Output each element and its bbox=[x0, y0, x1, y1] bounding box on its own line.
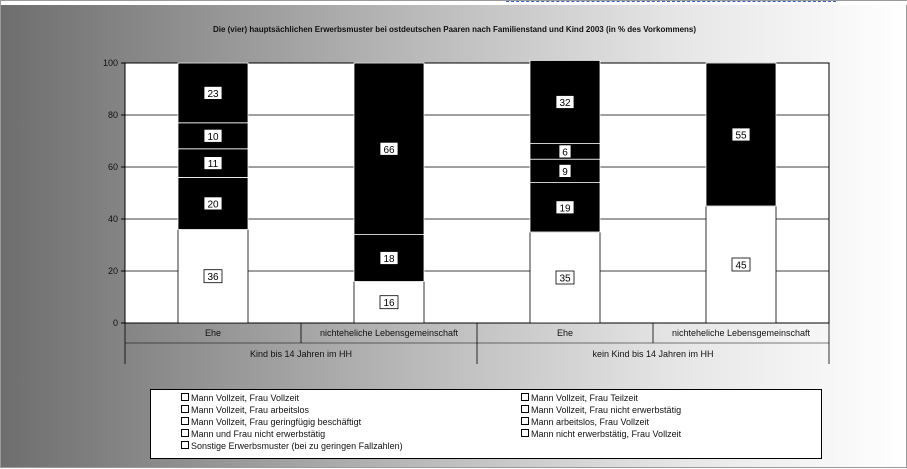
data-label-box bbox=[555, 95, 575, 109]
legend-label: Mann Vollzeit, Frau Vollzeit bbox=[191, 393, 300, 403]
y-tick-label: 60 bbox=[108, 162, 118, 172]
legend-swatch bbox=[521, 417, 529, 425]
y-tick-label: 40 bbox=[108, 214, 118, 224]
data-label-box bbox=[203, 156, 223, 171]
data-label-box bbox=[555, 200, 575, 215]
legend-item: Mann und Frau nicht erwerbstätig bbox=[181, 429, 325, 440]
data-label: 36 bbox=[207, 272, 219, 283]
legend-swatch bbox=[521, 429, 529, 437]
legend-label: Mann und Frau nicht erwerbstätig bbox=[191, 429, 326, 439]
legend-label: Mann arbeitslos, Frau Vollzeit bbox=[531, 417, 650, 427]
legend-swatch bbox=[521, 393, 529, 401]
legend-item: Mann nicht erwerbstätig, Frau Vollzeit bbox=[521, 429, 681, 440]
legend-item: Mann Vollzeit, Frau arbeitslos bbox=[181, 405, 309, 416]
data-label: 23 bbox=[207, 89, 219, 100]
legend-swatch bbox=[181, 429, 189, 437]
category-label: Ehe bbox=[557, 328, 573, 338]
data-label: 55 bbox=[735, 131, 747, 142]
data-label-box bbox=[731, 127, 751, 142]
legend-item: Mann Vollzeit, Frau Vollzeit bbox=[181, 393, 299, 404]
legend-label: Mann Vollzeit, Frau nicht erwerbstätig bbox=[531, 405, 682, 415]
group-label: Kind bis 14 Jahren im HH bbox=[250, 349, 352, 359]
legend-swatch bbox=[181, 405, 189, 413]
data-label: 45 bbox=[735, 261, 747, 272]
legend-swatch bbox=[521, 405, 529, 413]
category-label: nichteheliche Lebensgemeinschaft bbox=[672, 328, 811, 338]
selection-dashed-line bbox=[506, 1, 836, 4]
data-label: 11 bbox=[208, 159, 219, 170]
top-strip bbox=[1, 1, 907, 5]
data-label-box bbox=[379, 295, 399, 310]
y-tick-label: 100 bbox=[103, 58, 118, 68]
legend-label: Sonstige Erwerbsmuster (bei zu geringen … bbox=[191, 441, 403, 451]
legend-item: Mann arbeitslos, Frau Vollzeit bbox=[521, 417, 649, 428]
data-label: 9 bbox=[562, 167, 568, 178]
legend-swatch bbox=[181, 441, 189, 449]
data-label: 18 bbox=[383, 254, 395, 265]
data-label: 20 bbox=[207, 199, 219, 210]
data-label: 16 bbox=[383, 298, 395, 309]
data-label-box bbox=[555, 270, 575, 285]
data-label-box bbox=[558, 163, 572, 178]
data-label-box bbox=[379, 251, 399, 265]
legend-swatch bbox=[181, 393, 189, 401]
data-label: 35 bbox=[559, 274, 571, 285]
data-label: 66 bbox=[383, 145, 395, 156]
y-tick-label: 20 bbox=[108, 266, 118, 276]
data-label: 10 bbox=[207, 132, 219, 143]
data-label-box bbox=[558, 144, 572, 159]
legend-label: Mann Vollzeit, Frau arbeitslos bbox=[191, 405, 310, 415]
group-label: kein Kind bis 14 Jahren im HH bbox=[592, 349, 713, 359]
legend-label: Mann Vollzeit, Frau geringfügig beschäft… bbox=[191, 417, 362, 427]
data-label-box bbox=[203, 196, 223, 211]
data-label: 19 bbox=[559, 203, 571, 214]
data-label: 32 bbox=[559, 98, 571, 109]
legend-item: Mann Vollzeit, Frau nicht erwerbstätig bbox=[521, 405, 681, 416]
y-tick-label: 0 bbox=[113, 318, 118, 328]
legend-item: Mann Vollzeit, Frau geringfügig beschäft… bbox=[181, 417, 361, 428]
data-label-box bbox=[379, 141, 399, 156]
legend-item: Sonstige Erwerbsmuster (bei zu geringen … bbox=[181, 441, 403, 452]
data-label-box bbox=[731, 257, 751, 272]
legend-swatch bbox=[181, 417, 189, 425]
y-tick-label: 80 bbox=[108, 110, 118, 120]
data-label-box bbox=[203, 86, 223, 100]
legend-label: Mann nicht erwerbstätig, Frau Vollzeit bbox=[531, 429, 682, 439]
data-label-box bbox=[203, 269, 223, 284]
legend-label: Mann Vollzeit, Frau Teilzeit bbox=[531, 393, 638, 403]
data-label-box bbox=[203, 128, 223, 143]
legend-item: Mann Vollzeit, Frau Teilzeit bbox=[521, 393, 638, 404]
category-label: nichteheliche Lebensgemeinschaft bbox=[320, 328, 459, 338]
chart-title: Die (vier) hauptsächlichen Erwerbsmuster… bbox=[212, 25, 697, 34]
data-label: 6 bbox=[562, 147, 568, 158]
legend: Mann Vollzeit, Frau Vollzeit Mann Vollzei… bbox=[150, 389, 822, 459]
category-label: Ehe bbox=[205, 328, 221, 338]
